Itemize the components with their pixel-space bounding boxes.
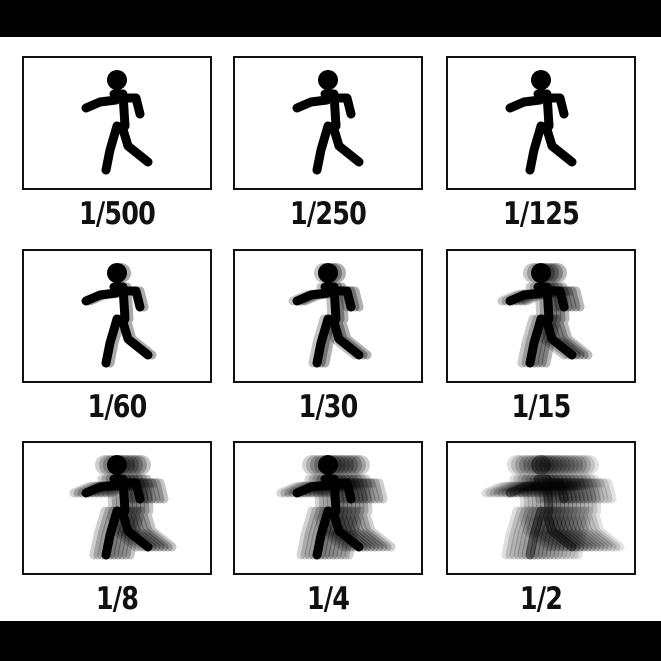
shutter-speed-label: 1/125 (503, 196, 580, 232)
panel-frame (233, 56, 423, 190)
running-person-icon (505, 70, 577, 175)
shutter-speed-label: 1/8 (95, 581, 139, 617)
shutter-speed-label: 1/500 (79, 196, 156, 232)
panel-frame (446, 56, 636, 190)
shutter-speed-label: 1/15 (511, 389, 571, 425)
panel-frame (22, 441, 212, 575)
panel-frame (233, 249, 423, 383)
shutter-speed-label: 1/30 (298, 389, 358, 425)
shutter-speed-label: 1/250 (290, 196, 367, 232)
panel-frame (233, 441, 423, 575)
shutter-speed-diagram: 1/500 1/250 1/125 1/60 1/30 1/15 1/8 1/4… (0, 37, 661, 621)
running-person-icon (481, 455, 625, 560)
panel-frame (22, 249, 212, 383)
running-person-icon (69, 455, 177, 560)
shutter-speed-label: 1/60 (87, 389, 147, 425)
running-person-icon (288, 263, 372, 368)
running-person-icon (81, 70, 153, 175)
panel-frame (446, 249, 636, 383)
panel-frame (446, 441, 636, 575)
running-person-icon (292, 70, 364, 175)
panel-frame (22, 56, 212, 190)
running-person-icon (276, 455, 396, 560)
running-person-icon (497, 263, 593, 368)
running-person-icon (81, 263, 157, 368)
shutter-speed-label: 1/4 (306, 581, 350, 617)
shutter-speed-label: 1/2 (519, 581, 563, 617)
